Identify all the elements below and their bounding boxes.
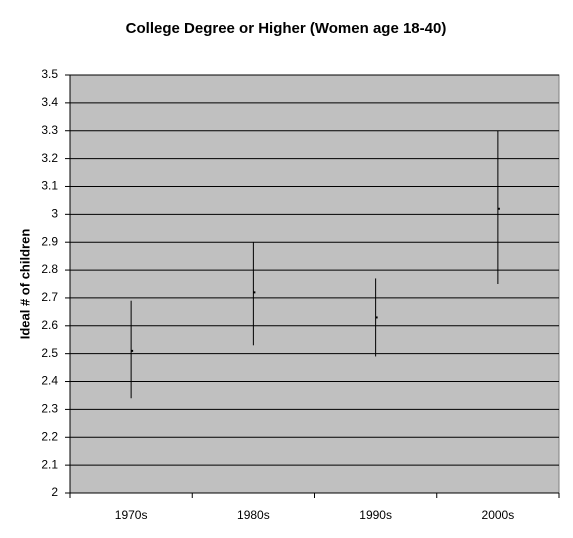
y-axis-label: Ideal # of children: [17, 229, 32, 340]
y-tick-label: 2.3: [41, 402, 58, 416]
x-tick-label: 2000s: [482, 508, 515, 522]
y-tick-label: 2.5: [41, 346, 58, 360]
y-tick-label: 2.6: [41, 318, 58, 332]
y-tick-label: 2: [51, 485, 58, 499]
y-tick-label: 3.2: [41, 151, 58, 165]
y-tick-label: 2.2: [41, 429, 58, 443]
y-tick-label: 3.5: [41, 67, 58, 81]
chart-title: College Degree or Higher (Women age 18-4…: [126, 20, 447, 37]
y-tick-label: 3.1: [41, 179, 58, 193]
plot-area: [69, 74, 560, 494]
mean-marker: [497, 207, 500, 210]
y-tick-label: 3.3: [41, 123, 58, 137]
y-tick-label: 2.8: [41, 262, 58, 276]
y-tick-label: 2.7: [41, 290, 58, 304]
mean-marker: [253, 291, 256, 294]
y-tick-label: 3: [51, 207, 58, 221]
y-tick-label: 2.9: [41, 234, 58, 248]
y-tick-label: 3.4: [41, 95, 58, 109]
y-tick-label: 2.4: [41, 374, 58, 388]
mean-marker: [375, 316, 378, 319]
x-tick-label: 1970s: [115, 508, 148, 522]
x-tick-label: 1980s: [237, 508, 270, 522]
x-tick-label: 1990s: [359, 508, 392, 522]
mean-marker: [131, 349, 134, 352]
y-tick-label: 2.1: [41, 457, 58, 471]
